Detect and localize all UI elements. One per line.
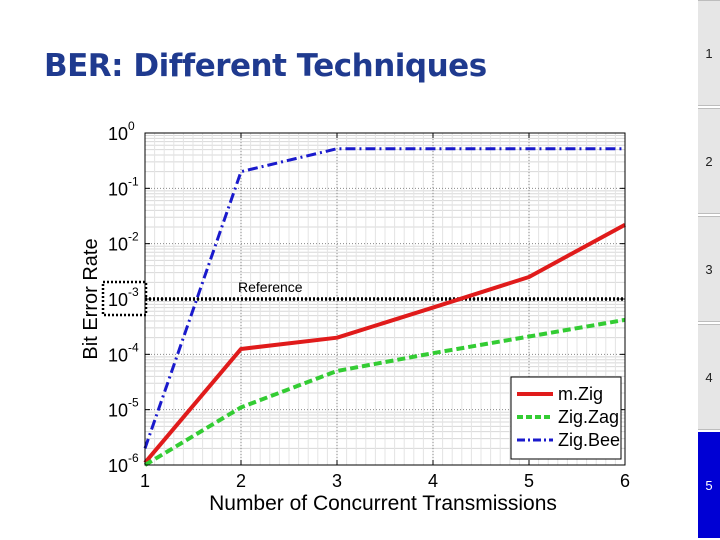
legend: m.Zig Zig.Zag Zig.Bee [510, 376, 622, 460]
nav-tab-1[interactable]: 1 [698, 0, 720, 106]
y-axis-label: Bit Error Rate [80, 238, 102, 359]
ticks: 100 10-1 10-2 10-3 10-4 10-5 10-61 2 3 4 5 6 [108, 119, 630, 491]
y-tick-label: 10-4 [108, 340, 139, 365]
series-line-zig-zag [143, 317, 626, 467]
y-tick-label: 10-2 [108, 230, 139, 255]
nav-tab-3[interactable]: 3 [698, 216, 720, 322]
nav-tab-5[interactable]: 5 [698, 432, 720, 538]
reference-highlight-box [101, 280, 148, 317]
series-line-m-zig [143, 222, 626, 464]
x-tick-label: 6 [620, 471, 630, 491]
x-axis-label: Number of Concurrent Transmissions [209, 492, 557, 515]
nav-tab-2[interactable]: 2 [698, 108, 720, 214]
x-tick-label: 1 [140, 471, 150, 491]
legend-label: Zig.Bee [558, 430, 620, 450]
series-line-zig-bee [143, 147, 625, 449]
x-tick-label: 4 [428, 471, 438, 491]
y-tick-label: 100 [108, 119, 135, 144]
series-layer [143, 147, 626, 467]
y-tick-label: 10-5 [108, 396, 139, 421]
legend-label: m.Zig [558, 384, 603, 404]
reference-label: Reference [238, 279, 303, 295]
legend-label: Zig.Zag [558, 407, 619, 427]
nav-tab-4[interactable]: 4 [698, 324, 720, 430]
y-tick-label: 10-6 [108, 451, 139, 476]
ber-chart: Reference 100 10-1 10-2 10-3 10-4 10-5 10-61 2 3… [80, 119, 630, 515]
slide-title: BER: Different Techniques [44, 48, 487, 84]
x-tick-label: 5 [524, 471, 534, 491]
y-tick-label: 10-1 [108, 174, 139, 199]
x-tick-label: 2 [236, 471, 246, 491]
reference-layer: Reference [101, 279, 625, 317]
y-tick-label: 10-3 [108, 285, 139, 310]
x-tick-label: 3 [332, 471, 342, 491]
